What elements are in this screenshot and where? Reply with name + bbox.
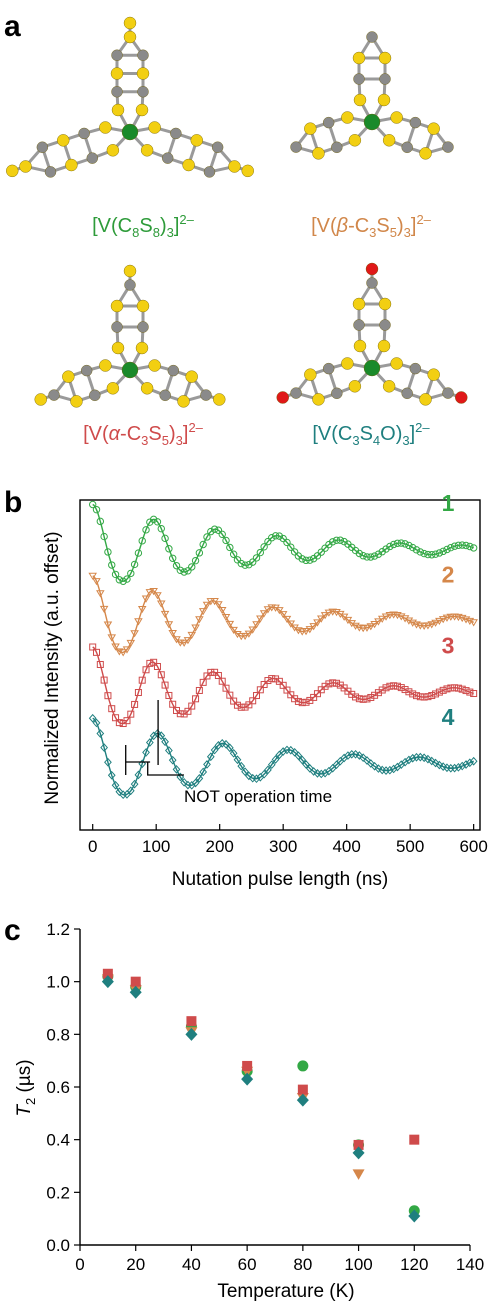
c-point-diamond-60 bbox=[241, 1072, 254, 1086]
c-xtick-label-140: 140 bbox=[456, 1255, 484, 1274]
c-ytick-label-0.0: 0.0 bbox=[46, 1236, 70, 1255]
b-xtick-label-100: 100 bbox=[142, 837, 170, 856]
molecule-label-alpha: [V(α-C3S5)3]2– bbox=[83, 420, 204, 448]
c-xtick-label-80: 80 bbox=[293, 1255, 312, 1274]
c-point-square-60 bbox=[242, 1060, 253, 1071]
panel-a-letter: a bbox=[4, 10, 21, 43]
c-point-diamond-10 bbox=[101, 975, 114, 989]
c-point-diamond-100 bbox=[352, 1146, 365, 1160]
c-point-square-10 bbox=[102, 968, 113, 979]
panel-c-ylabel: T2 (µs) bbox=[14, 1059, 38, 1116]
panel-c-letter: c bbox=[4, 914, 21, 947]
c-ytick-label-0.8: 0.8 bbox=[46, 1025, 70, 1044]
c-xtick-label-0: 0 bbox=[75, 1255, 84, 1274]
b-xtick-label-500: 500 bbox=[396, 837, 424, 856]
molecule-0 bbox=[6, 16, 254, 178]
c-point-circle-80 bbox=[297, 1060, 309, 1072]
b-series-2: 2 bbox=[88, 561, 478, 657]
c-point-square-20 bbox=[130, 976, 141, 987]
molecule-label-c8s8: [V(C8S8)3]2– bbox=[92, 212, 195, 240]
molecule-1 bbox=[290, 31, 454, 160]
b-series-1: 1 bbox=[88, 490, 478, 585]
c-ytick-label-1.0: 1.0 bbox=[46, 973, 70, 992]
panel-c-axes: 0 20 40 60 80 100 120 140 0.0 0.2 0.4 0.6 0.8 1.0 1.2 bbox=[46, 920, 484, 1274]
panel-c-xlabel: Temperature (K) bbox=[217, 1281, 354, 1302]
panel-b-letter: b bbox=[4, 486, 22, 519]
b-series-label-4: 4 bbox=[442, 704, 455, 730]
b-xtick-label-600: 600 bbox=[459, 837, 487, 856]
ylabel-t: T bbox=[14, 1104, 35, 1117]
b-xtick-label-400: 400 bbox=[332, 837, 360, 856]
c-ytick-label-0.4: 0.4 bbox=[46, 1131, 70, 1150]
b-xtick-label-0: 0 bbox=[88, 837, 97, 856]
c-ytick-label-1.2: 1.2 bbox=[46, 920, 70, 939]
c-point-square-40 bbox=[186, 1016, 197, 1027]
b-series-label-2: 2 bbox=[442, 561, 455, 587]
c-xtick-label-60: 60 bbox=[238, 1255, 257, 1274]
panel-c-points bbox=[101, 968, 421, 1223]
not-operation-bracket bbox=[125, 700, 184, 776]
molecule-structures bbox=[6, 16, 468, 408]
c-xtick-label-40: 40 bbox=[182, 1255, 201, 1274]
ylabel-unit: (µs) bbox=[14, 1059, 35, 1097]
not-operation-annotation: NOT operation time bbox=[184, 787, 332, 806]
c-point-square-120 bbox=[409, 1134, 420, 1145]
c-point-diamond-20 bbox=[129, 985, 142, 999]
c-point-diamond-120 bbox=[408, 1209, 421, 1223]
c-point-square-100 bbox=[353, 1139, 364, 1150]
c-point-diamond-80 bbox=[296, 1093, 309, 1107]
ylabel-sub: 2 bbox=[23, 1098, 38, 1105]
panel-b-xlabel: Nutation pulse length (ns) bbox=[172, 869, 389, 890]
panel-b-ylabel: Normalized Intensity (a.u. offset) bbox=[42, 531, 63, 804]
b-xtick-label-200: 200 bbox=[205, 837, 233, 856]
panel-b-frame bbox=[79, 499, 481, 831]
panel-b-series: 1 2 3 4 bbox=[88, 490, 478, 800]
c-point-triangle-100 bbox=[352, 1169, 365, 1180]
c-ytick-label-0.2: 0.2 bbox=[46, 1183, 70, 1202]
c-xtick-label-20: 20 bbox=[126, 1255, 145, 1274]
c-ytick-label-0.6: 0.6 bbox=[46, 1078, 70, 1097]
c-point-diamond-40 bbox=[185, 1027, 198, 1041]
c-point-square-80 bbox=[297, 1084, 308, 1095]
molecule-label-beta: [V(β-C3S5)3]2– bbox=[311, 212, 432, 240]
panel-b-xticks: 0 100 200 300 400 500 600 bbox=[88, 824, 488, 856]
c-xtick-label-120: 120 bbox=[400, 1255, 428, 1274]
b-series-3: 3 bbox=[89, 633, 478, 728]
b-series-4: 4 bbox=[88, 704, 478, 800]
b-series-label-3: 3 bbox=[442, 633, 455, 659]
molecule-label-c3s4o: [V(C3S4O)3]2– bbox=[312, 420, 430, 448]
b-xtick-label-300: 300 bbox=[269, 837, 297, 856]
c-xtick-label-100: 100 bbox=[344, 1255, 372, 1274]
b-series-label-1: 1 bbox=[442, 490, 455, 516]
molecule-2 bbox=[34, 264, 226, 408]
molecule-3 bbox=[276, 262, 468, 406]
